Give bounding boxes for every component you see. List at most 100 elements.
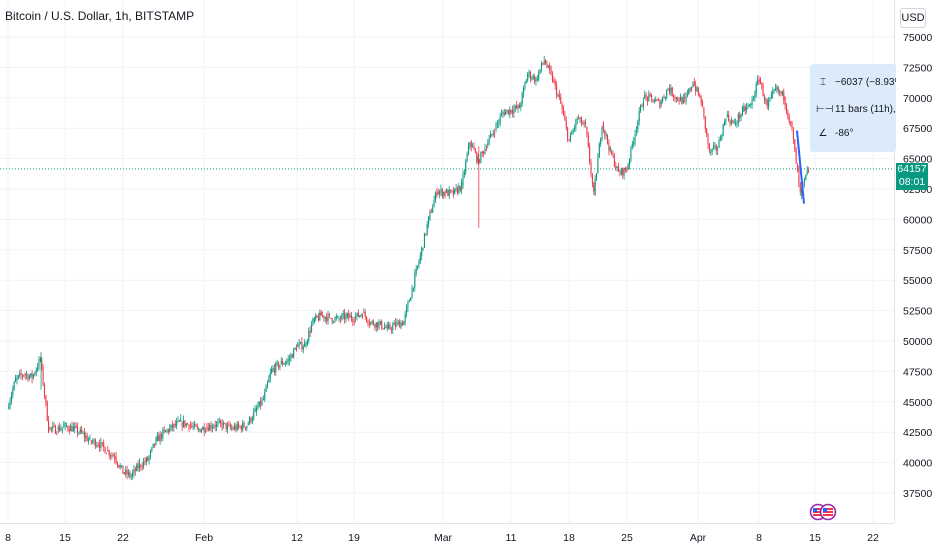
candle-body <box>546 64 547 67</box>
candle-body <box>184 420 185 426</box>
candle-body <box>541 63 542 69</box>
candle-body <box>179 421 180 422</box>
candle-body <box>683 97 684 103</box>
candle-body <box>74 426 75 428</box>
x-tick-label: 18 <box>563 532 575 544</box>
candle-body <box>103 443 104 447</box>
candle-body <box>283 364 284 365</box>
candle-body <box>165 431 166 433</box>
y-tick-label: 45000 <box>903 397 932 409</box>
candle-body <box>522 93 523 104</box>
candle-body <box>405 314 406 322</box>
candle-body <box>78 433 79 434</box>
candle-body <box>307 340 308 344</box>
candle-body <box>396 323 397 326</box>
candle-body <box>796 149 797 164</box>
candle-body <box>12 389 13 395</box>
candle-body <box>414 274 415 288</box>
candle-body <box>294 348 295 349</box>
candle-body <box>56 434 57 435</box>
candle-body <box>217 422 218 423</box>
candle-body <box>731 121 732 124</box>
candle-body <box>304 343 305 347</box>
candle-body <box>674 97 675 99</box>
candle-body <box>526 80 527 83</box>
candle-body <box>66 426 67 427</box>
candle-body <box>756 84 757 95</box>
candle-body <box>391 329 392 330</box>
candle-body <box>99 443 100 448</box>
candle-body <box>434 200 435 207</box>
candle-body <box>626 171 627 172</box>
chart-title: Bitcoin / U.S. Dollar, 1h, BITSTAMP <box>5 9 194 23</box>
candle-body <box>226 423 227 429</box>
candle-body <box>579 117 580 118</box>
y-tick-label: 42500 <box>903 427 932 439</box>
candle-body <box>89 437 90 440</box>
candle-body <box>469 143 470 146</box>
candle-body <box>783 91 784 100</box>
candle-body <box>77 426 78 433</box>
candle-body <box>460 186 461 190</box>
candle-body <box>267 383 268 386</box>
candle-body <box>8 407 9 408</box>
candle-body <box>533 76 534 78</box>
candle-body <box>188 425 189 429</box>
candle-body <box>150 451 151 456</box>
candle-body <box>603 123 604 129</box>
candle-body <box>699 95 700 97</box>
flag-canton <box>813 508 817 512</box>
currency-button[interactable]: USD <box>900 8 926 28</box>
candle-body <box>453 190 454 195</box>
candle-body <box>55 426 56 434</box>
candle-body <box>775 88 776 90</box>
candle-body <box>131 476 132 477</box>
candle-body <box>286 361 287 363</box>
candle-body <box>661 102 662 104</box>
candle-body <box>146 458 147 462</box>
candle-body <box>599 144 600 157</box>
candle-body <box>164 430 165 431</box>
candle-body <box>793 131 794 140</box>
candle-body <box>300 342 301 344</box>
candle-body <box>742 107 743 114</box>
candle-body <box>590 162 591 174</box>
candle-body <box>248 423 249 424</box>
candle-body <box>187 424 188 425</box>
candle-body <box>166 430 167 431</box>
candle-body <box>224 423 225 424</box>
candle-body <box>754 95 755 99</box>
candle-body <box>716 145 717 150</box>
candle-body <box>725 120 726 121</box>
candle-body <box>343 313 344 314</box>
candle-body <box>577 119 578 120</box>
measure-price-text: −6037 (−8.93%), <box>835 77 896 88</box>
candle-body <box>681 97 682 103</box>
candle-body <box>563 109 564 114</box>
candle-body <box>354 322 355 323</box>
candle-body <box>798 170 799 182</box>
candle-body <box>255 408 256 411</box>
candle-body <box>527 74 528 81</box>
candle-body <box>508 110 509 114</box>
candle-body <box>779 91 780 92</box>
candle-body <box>666 90 667 97</box>
candle-body <box>205 431 206 432</box>
candle-body <box>344 313 345 319</box>
candle-body <box>242 423 243 430</box>
candle-body <box>635 134 636 142</box>
candle-body <box>553 80 554 82</box>
candle-body <box>710 152 711 153</box>
candle-body <box>698 88 699 96</box>
candle-body <box>317 315 318 317</box>
candle-body <box>440 189 441 191</box>
candle-body <box>305 344 306 345</box>
candle-body <box>358 313 359 317</box>
candle-body <box>636 130 637 132</box>
candle-body <box>685 95 686 101</box>
candle-body <box>549 66 550 70</box>
x-tick-label: 19 <box>348 532 360 544</box>
candle-body <box>556 85 557 95</box>
y-tick-label: 67500 <box>903 123 932 135</box>
